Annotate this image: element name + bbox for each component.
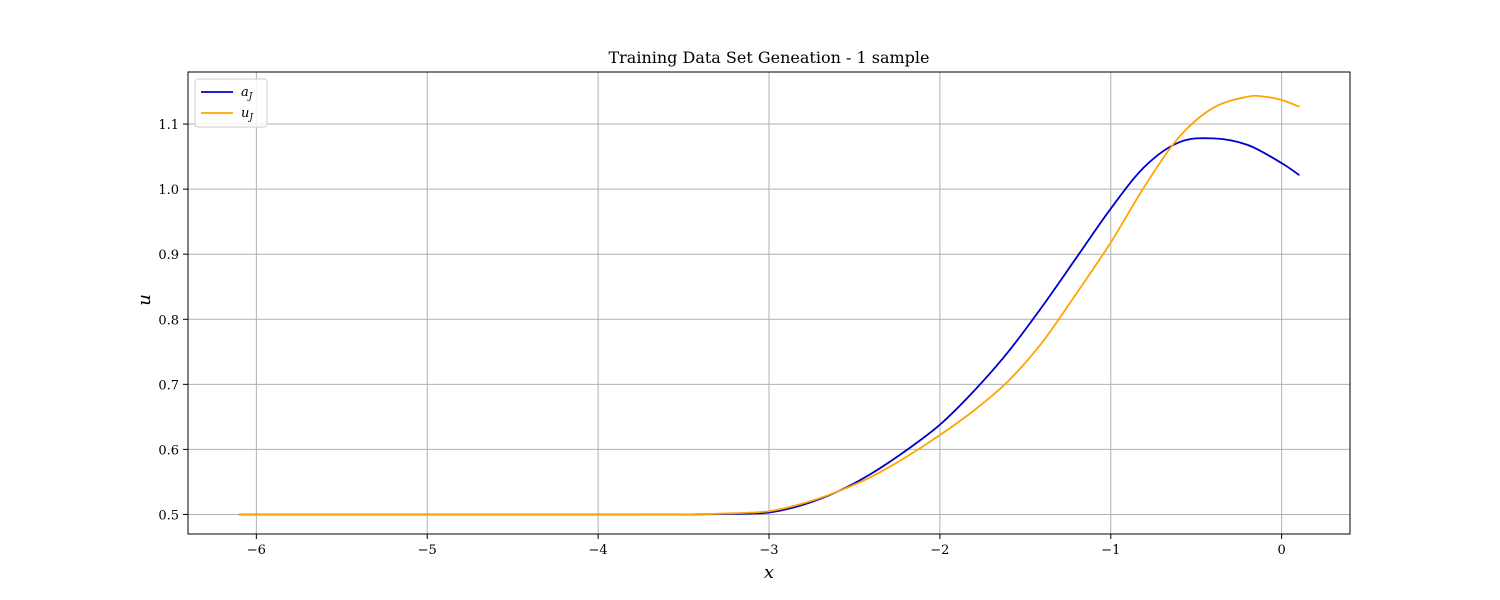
- x-tick-label: −6: [247, 543, 266, 558]
- x-axis-ticks: −6 −5 −4 −3 −2 −1 0: [247, 534, 1286, 558]
- y-tick-label: 0.5: [158, 508, 179, 523]
- y-tick-label: 0.9: [158, 248, 179, 263]
- y-tick-label: 1.1: [158, 118, 179, 133]
- grid-lines: [188, 72, 1350, 534]
- x-tick-label: −4: [589, 543, 608, 558]
- x-tick-label: 0: [1278, 543, 1286, 558]
- series-layer: [238, 94, 1300, 516]
- x-tick-label: −3: [759, 543, 778, 558]
- y-tick-label: 1.0: [158, 183, 179, 198]
- x-tick-label: −1: [1101, 543, 1120, 558]
- x-tick-label: −2: [930, 543, 949, 558]
- legend: aJ uJ: [194, 78, 268, 128]
- legend-label-aJ: aJ: [241, 85, 254, 102]
- y-tick-label: 0.6: [158, 443, 179, 458]
- x-tick-label: −5: [418, 543, 437, 558]
- series-line-uJ: [238, 94, 1300, 516]
- legend-label-uJ: uJ: [241, 106, 254, 123]
- legend-box: [194, 78, 268, 128]
- y-tick-label: 0.8: [158, 313, 179, 328]
- y-axis-label: u: [134, 294, 155, 306]
- y-tick-label: 0.7: [158, 378, 179, 393]
- x-axis-label: x: [764, 562, 774, 583]
- chart-title: Training Data Set Geneation - 1 sample: [608, 48, 929, 67]
- y-axis-ticks: 0.5 0.6 0.7 0.8 0.9 1.0 1.1: [158, 118, 188, 523]
